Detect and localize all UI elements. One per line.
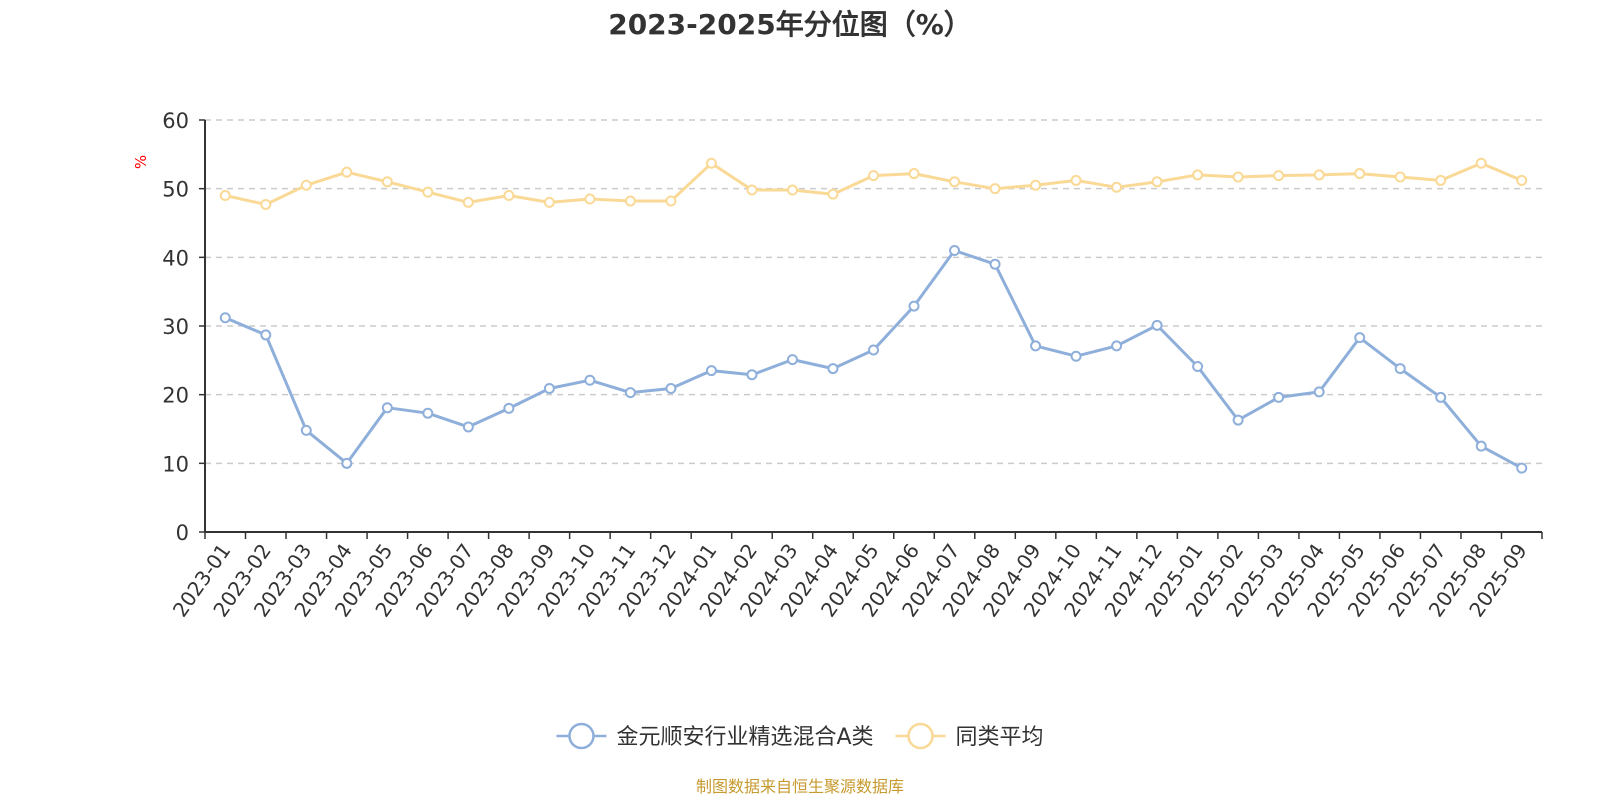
data-point[interactable] <box>908 300 920 312</box>
series-0 <box>219 244 1528 474</box>
data-point[interactable] <box>868 170 879 182</box>
data-point[interactable] <box>1151 176 1163 188</box>
y-axis-label: % <box>132 155 150 169</box>
data-point[interactable] <box>462 421 474 433</box>
series-1 <box>219 157 1528 210</box>
legend-symbol-circle <box>907 722 934 750</box>
data-point[interactable] <box>1354 332 1366 344</box>
y-tick-label: 30 <box>162 315 189 339</box>
data-point[interactable] <box>1394 363 1406 375</box>
data-point[interactable] <box>1070 174 1082 186</box>
data-point[interactable] <box>503 190 515 202</box>
data-point[interactable] <box>1475 440 1487 452</box>
legend-label: 同类平均 <box>956 725 1044 750</box>
axes <box>204 120 1543 539</box>
y-tick-label: 50 <box>162 178 189 202</box>
data-point[interactable] <box>1030 179 1042 191</box>
data-point[interactable] <box>989 183 1001 195</box>
data-point[interactable] <box>543 196 555 208</box>
series-line-1 <box>223 161 1524 206</box>
y-tick-label: 10 <box>162 452 189 476</box>
x-tick-labels: 2023-012023-022023-032023-042023-052023-… <box>168 539 1532 621</box>
data-point[interactable] <box>1313 386 1325 398</box>
data-point[interactable] <box>1313 169 1325 181</box>
data-point[interactable] <box>1070 350 1082 362</box>
data-point[interactable] <box>1232 171 1244 183</box>
data-point[interactable] <box>300 424 312 436</box>
data-point[interactable] <box>422 186 434 198</box>
data-point[interactable] <box>705 157 717 169</box>
data-point[interactable] <box>503 402 515 414</box>
data-point[interactable] <box>341 457 353 469</box>
data-point[interactable] <box>1232 414 1244 426</box>
data-point[interactable] <box>665 195 677 207</box>
data-point[interactable] <box>989 258 1001 270</box>
legend-item-1[interactable]: 同类平均 <box>895 722 1044 750</box>
data-point[interactable] <box>422 407 434 419</box>
data-point[interactable] <box>665 382 677 394</box>
data-point[interactable] <box>260 329 272 341</box>
data-point[interactable] <box>584 193 596 205</box>
data-point[interactable] <box>1273 391 1285 403</box>
data-point[interactable] <box>1516 462 1528 474</box>
data-point[interactable] <box>1475 157 1487 169</box>
data-point[interactable] <box>786 184 798 196</box>
data-point[interactable] <box>381 176 393 188</box>
data-point[interactable] <box>746 369 758 381</box>
legend-symbol-circle <box>568 722 595 750</box>
data-point[interactable] <box>746 184 758 196</box>
data-point[interactable] <box>624 195 636 207</box>
data-point[interactable] <box>381 402 393 414</box>
data-point[interactable] <box>219 190 231 202</box>
y-tick-label: 40 <box>162 246 189 270</box>
data-source-note: 制图数据来自恒生聚源数据库 <box>696 777 904 796</box>
series-lines <box>219 157 1528 474</box>
legend-item-0[interactable]: 金元顺安行业精选混合A类 <box>556 722 874 750</box>
y-tick-label: 60 <box>162 109 189 133</box>
legend-label: 金元顺安行业精选混合A类 <box>616 725 873 750</box>
data-point[interactable] <box>786 354 798 366</box>
data-point[interactable] <box>300 179 312 191</box>
data-point[interactable] <box>1354 168 1366 180</box>
series-line-0 <box>223 249 1524 470</box>
y-tick-labels: 0 10 20 30 40 50 60 <box>162 109 205 545</box>
data-point[interactable] <box>868 344 879 356</box>
chart-title: 2023-2025年分位图（%） <box>608 8 972 41</box>
data-point[interactable] <box>1192 361 1204 373</box>
data-point[interactable] <box>219 312 231 324</box>
y-tick-label: 0 <box>176 521 189 545</box>
data-point[interactable] <box>584 374 596 386</box>
data-point[interactable] <box>1192 169 1204 181</box>
data-point[interactable] <box>1435 174 1447 186</box>
data-point[interactable] <box>341 166 353 178</box>
data-point[interactable] <box>1435 391 1447 403</box>
data-point[interactable] <box>1394 171 1406 183</box>
data-point[interactable] <box>1516 174 1528 186</box>
data-point[interactable] <box>462 196 474 208</box>
data-point[interactable] <box>1111 181 1123 193</box>
data-point[interactable] <box>1273 170 1285 182</box>
data-point[interactable] <box>1151 319 1163 331</box>
data-point[interactable] <box>1030 340 1042 352</box>
data-point[interactable] <box>908 168 920 180</box>
data-point[interactable] <box>827 363 839 375</box>
data-point[interactable] <box>1111 340 1123 352</box>
data-point[interactable] <box>949 244 961 256</box>
data-point[interactable] <box>260 198 272 210</box>
data-point[interactable] <box>949 176 961 188</box>
data-point[interactable] <box>705 365 717 377</box>
legend: 金元顺安行业精选混合A类 同类平均 <box>556 722 1044 750</box>
y-tick-label: 20 <box>162 384 189 408</box>
data-point[interactable] <box>624 387 636 399</box>
data-point[interactable] <box>827 188 839 200</box>
data-point[interactable] <box>543 382 555 394</box>
